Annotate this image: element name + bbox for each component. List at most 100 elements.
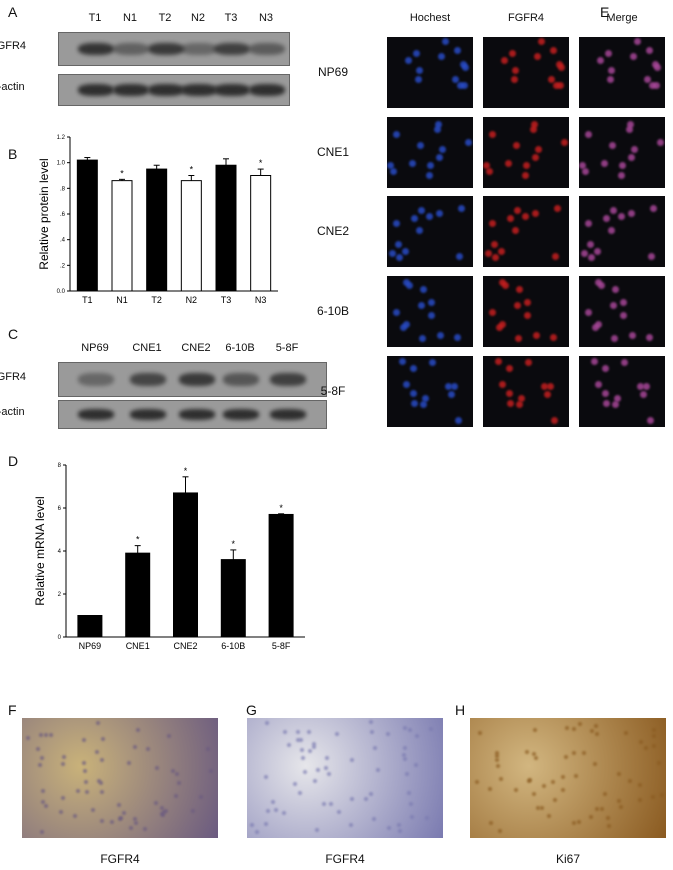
nucleus	[84, 779, 89, 784]
nucleus	[136, 727, 141, 732]
x-tick-label: T2	[151, 295, 162, 305]
cell	[489, 131, 497, 139]
cell	[392, 309, 400, 317]
cell	[532, 331, 540, 339]
cell	[579, 162, 587, 170]
cell	[601, 365, 609, 373]
nucleus	[396, 822, 401, 827]
nucleus	[95, 721, 100, 726]
nucleus	[564, 755, 569, 760]
cell	[609, 207, 617, 215]
cell	[523, 298, 531, 306]
micrograph-merge	[579, 37, 665, 108]
bar-T2	[146, 168, 168, 292]
cell	[619, 298, 627, 306]
cell	[521, 213, 529, 221]
cell	[602, 214, 610, 222]
nucleus	[542, 784, 547, 789]
nucleus	[173, 794, 178, 799]
nucleus	[606, 823, 611, 828]
nucleus	[550, 779, 555, 784]
cell	[588, 254, 596, 261]
nucleus	[372, 816, 377, 821]
row-label: 6-10B	[316, 304, 350, 318]
bar-chart-mrna: 0 2 4 6 8 Relative mRNA level NP69 * CNE1 * CNE2 * 6…	[33, 463, 305, 651]
nucleus	[593, 761, 598, 766]
nucleus	[656, 760, 661, 765]
nucleus	[75, 788, 80, 793]
cell	[633, 38, 641, 46]
nucleus	[264, 821, 269, 826]
nucleus	[121, 810, 126, 815]
cell	[600, 160, 608, 168]
nucleus	[250, 822, 255, 827]
cell	[625, 126, 633, 134]
cell	[410, 214, 418, 222]
nucleus	[553, 797, 558, 802]
blot-row-label: β-actin	[0, 405, 25, 418]
cell	[512, 66, 520, 74]
nucleus	[602, 792, 607, 797]
panel-label-a: A	[8, 4, 18, 20]
nucleus	[429, 726, 434, 731]
cell	[548, 75, 556, 83]
cell	[454, 334, 462, 342]
nucleus	[639, 739, 644, 744]
cell	[630, 145, 638, 153]
cell	[406, 282, 414, 290]
nucleus	[488, 820, 493, 825]
cell	[626, 121, 634, 129]
cell	[595, 278, 603, 286]
nucleus	[348, 822, 353, 827]
nucleus	[35, 747, 40, 752]
nucleus	[312, 744, 317, 749]
cell	[457, 204, 465, 212]
nucleus	[90, 807, 95, 812]
cell	[420, 401, 428, 409]
cell	[608, 142, 616, 150]
nucleus	[96, 779, 101, 784]
cell	[628, 154, 636, 162]
nucleus	[605, 816, 610, 821]
cell	[584, 220, 592, 228]
nucleus	[95, 749, 100, 754]
nucleus	[83, 768, 88, 773]
lane-label: 6-10B	[225, 342, 255, 354]
nucleus	[287, 743, 292, 748]
x-tick-label: CNE1	[126, 641, 150, 651]
nucleus	[99, 790, 104, 795]
row-label: CNE1	[316, 145, 350, 159]
nucleus	[299, 748, 304, 752]
band	[223, 409, 259, 420]
panel-label-b: B	[8, 146, 18, 162]
nucleus	[271, 799, 276, 804]
bar-T1	[76, 159, 98, 292]
nucleus	[533, 756, 538, 761]
cell	[522, 172, 530, 180]
cell	[506, 389, 513, 397]
significance-star: *	[120, 168, 124, 178]
nucleus	[513, 788, 518, 793]
y-tick-label: 6	[58, 506, 62, 512]
cell	[451, 382, 459, 390]
micrograph-merge	[579, 117, 665, 188]
nucleus	[527, 778, 532, 783]
nucleus	[49, 732, 54, 737]
cell	[534, 145, 542, 153]
nucleus	[350, 797, 355, 802]
cell	[395, 240, 403, 248]
lane-label: T1	[88, 12, 102, 24]
significance-star: *	[232, 539, 236, 549]
nucleus	[524, 749, 529, 754]
band	[270, 409, 306, 420]
cell	[506, 214, 514, 222]
nucleus	[264, 721, 269, 726]
band	[78, 372, 114, 387]
nucleus	[533, 727, 538, 732]
cell	[516, 401, 524, 409]
cell	[515, 335, 523, 343]
cell	[590, 357, 598, 365]
cell	[507, 400, 514, 408]
significance-star: *	[184, 466, 188, 476]
nucleus	[206, 746, 211, 751]
